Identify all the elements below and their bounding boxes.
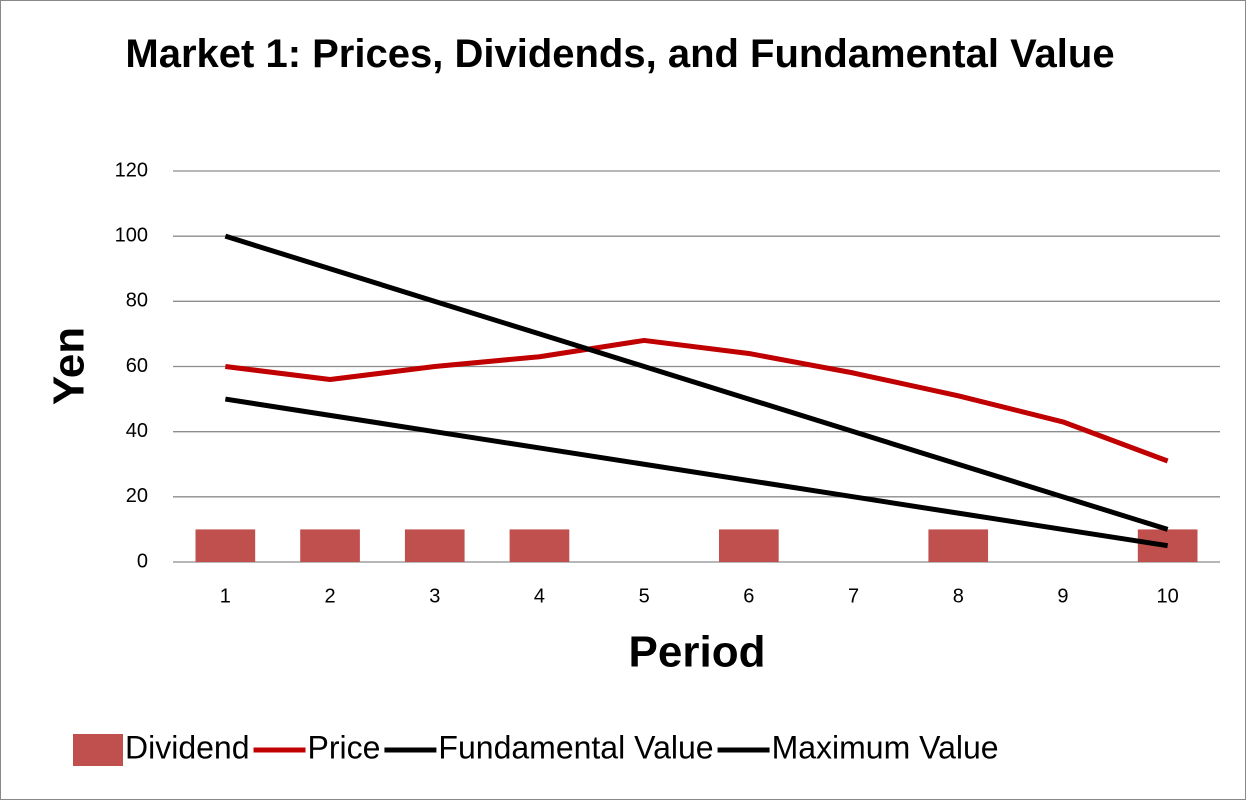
y-tick-label: 80	[126, 290, 148, 312]
legend-label: Fundamental Value	[438, 729, 713, 765]
legend-swatch	[73, 734, 123, 766]
y-tick-label: 40	[126, 420, 148, 442]
bar	[928, 529, 989, 562]
y-axis-label: Yen	[45, 327, 94, 405]
x-tick-label: 4	[534, 585, 545, 607]
bar	[195, 529, 256, 562]
x-tick-label: 9	[1057, 585, 1068, 607]
bar	[719, 529, 779, 562]
line	[225, 337, 1169, 464]
x-tick-label: 8	[953, 585, 964, 607]
x-tick-label: 10	[1157, 585, 1179, 607]
bar	[404, 529, 465, 562]
y-tick-label: 120	[115, 159, 148, 181]
x-tick-label: 6	[743, 585, 754, 607]
bar	[300, 529, 360, 562]
x-axis-label: Period	[629, 628, 766, 677]
line	[224, 233, 1169, 532]
y-tick-label: 0	[137, 550, 148, 572]
bar	[509, 529, 570, 562]
chart-title: Market 1: Prices, Dividends, and Fundame…	[125, 32, 1115, 76]
legend-label: Dividend	[125, 729, 250, 765]
x-tick-label: 5	[639, 585, 650, 607]
legend-label: Maximum Value	[772, 729, 999, 765]
legend-label: Price	[308, 729, 381, 765]
line	[224, 396, 1169, 549]
y-tick-label: 100	[115, 224, 148, 246]
x-tick-label: 1	[220, 585, 231, 607]
bar	[1137, 529, 1198, 562]
x-tick-label: 7	[848, 585, 859, 607]
x-tick-label: 2	[324, 585, 335, 607]
y-tick-label: 60	[126, 355, 148, 377]
x-tick-label: 3	[429, 585, 440, 607]
y-tick-label: 20	[126, 485, 148, 507]
